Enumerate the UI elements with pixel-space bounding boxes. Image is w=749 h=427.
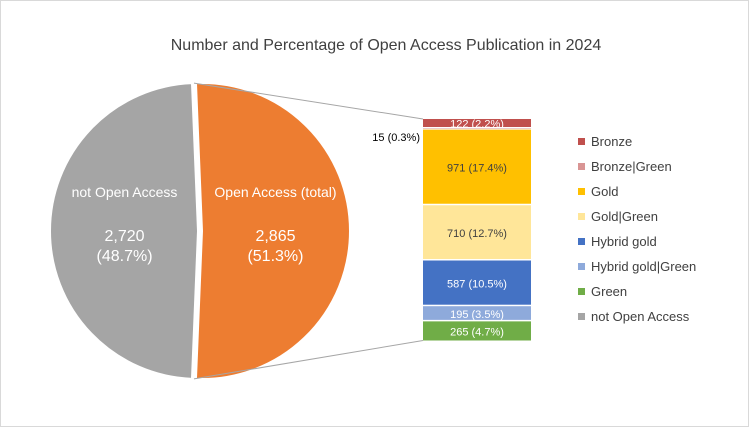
bar-segment-gold-green [423, 205, 531, 260]
bar-segment-hybrid-gold-green [423, 306, 531, 320]
bar-data-label: 710 (12.7%) [447, 228, 507, 240]
legend-swatch [578, 138, 585, 145]
legend: Bronze Bronze|Green Gold Gold|Green Hybrid g… [578, 134, 696, 324]
pie-label-value: 2,720 [104, 228, 144, 245]
legend-swatch [578, 213, 585, 220]
legend-label: not Open Access [591, 309, 690, 324]
bar-data-label: 195 (3.5%) [450, 309, 504, 321]
legend-swatch [578, 163, 585, 170]
bar-segment-hybrid-gold [423, 260, 531, 305]
connector-line-bottom [193, 340, 424, 380]
bar-data-label: 971 (17.4%) [447, 162, 507, 174]
bar-segment-gold [423, 129, 531, 204]
legend-label: Hybrid gold|Green [591, 259, 696, 274]
chart-title: Number and Percentage of Open Access Pub… [171, 37, 602, 54]
bar-data-label: 265 (4.7%) [450, 327, 504, 339]
connector-lines [193, 82, 424, 380]
bar-data-label: 15 (0.3%) [372, 132, 420, 144]
legend-label: Hybrid gold [591, 234, 657, 249]
bar-data-label: 122 (2.2%) [450, 119, 504, 131]
bar-segment-bronze-green [423, 128, 531, 130]
legend-label: Gold [591, 184, 618, 199]
legend-swatch [578, 188, 585, 195]
bar-segment-bronze [423, 119, 531, 127]
legend-label: Green [591, 284, 627, 299]
stacked-bar: 122 (2.2%) 15 (0.3%) 971 (17.4%) 710 (12.7%… [372, 119, 531, 341]
legend-swatch [578, 263, 585, 270]
legend-swatch [578, 313, 585, 320]
pie-label-percent: (51.3%) [247, 248, 303, 265]
legend-label: Bronze|Green [591, 159, 672, 174]
pie-label-percent: (48.7%) [97, 248, 153, 265]
pie-label-name: not Open Access [72, 184, 178, 200]
pie-label-value: 2,865 [255, 228, 295, 245]
legend-swatch [578, 238, 585, 245]
bar-segment-green [423, 321, 531, 341]
legend-label: Gold|Green [591, 209, 658, 224]
legend-label: Bronze [591, 134, 632, 149]
pie-slice-open-access-total [194, 82, 351, 380]
connector-line-top [193, 82, 424, 120]
pie-label-name: Open Access (total) [214, 184, 336, 200]
pie: not Open Access 2,720 (48.7%) Open Access (… [49, 82, 351, 380]
pie-slice-not-open-access [49, 82, 200, 380]
legend-swatch [578, 288, 585, 295]
bar-data-label: 587 (10.5%) [447, 278, 507, 290]
